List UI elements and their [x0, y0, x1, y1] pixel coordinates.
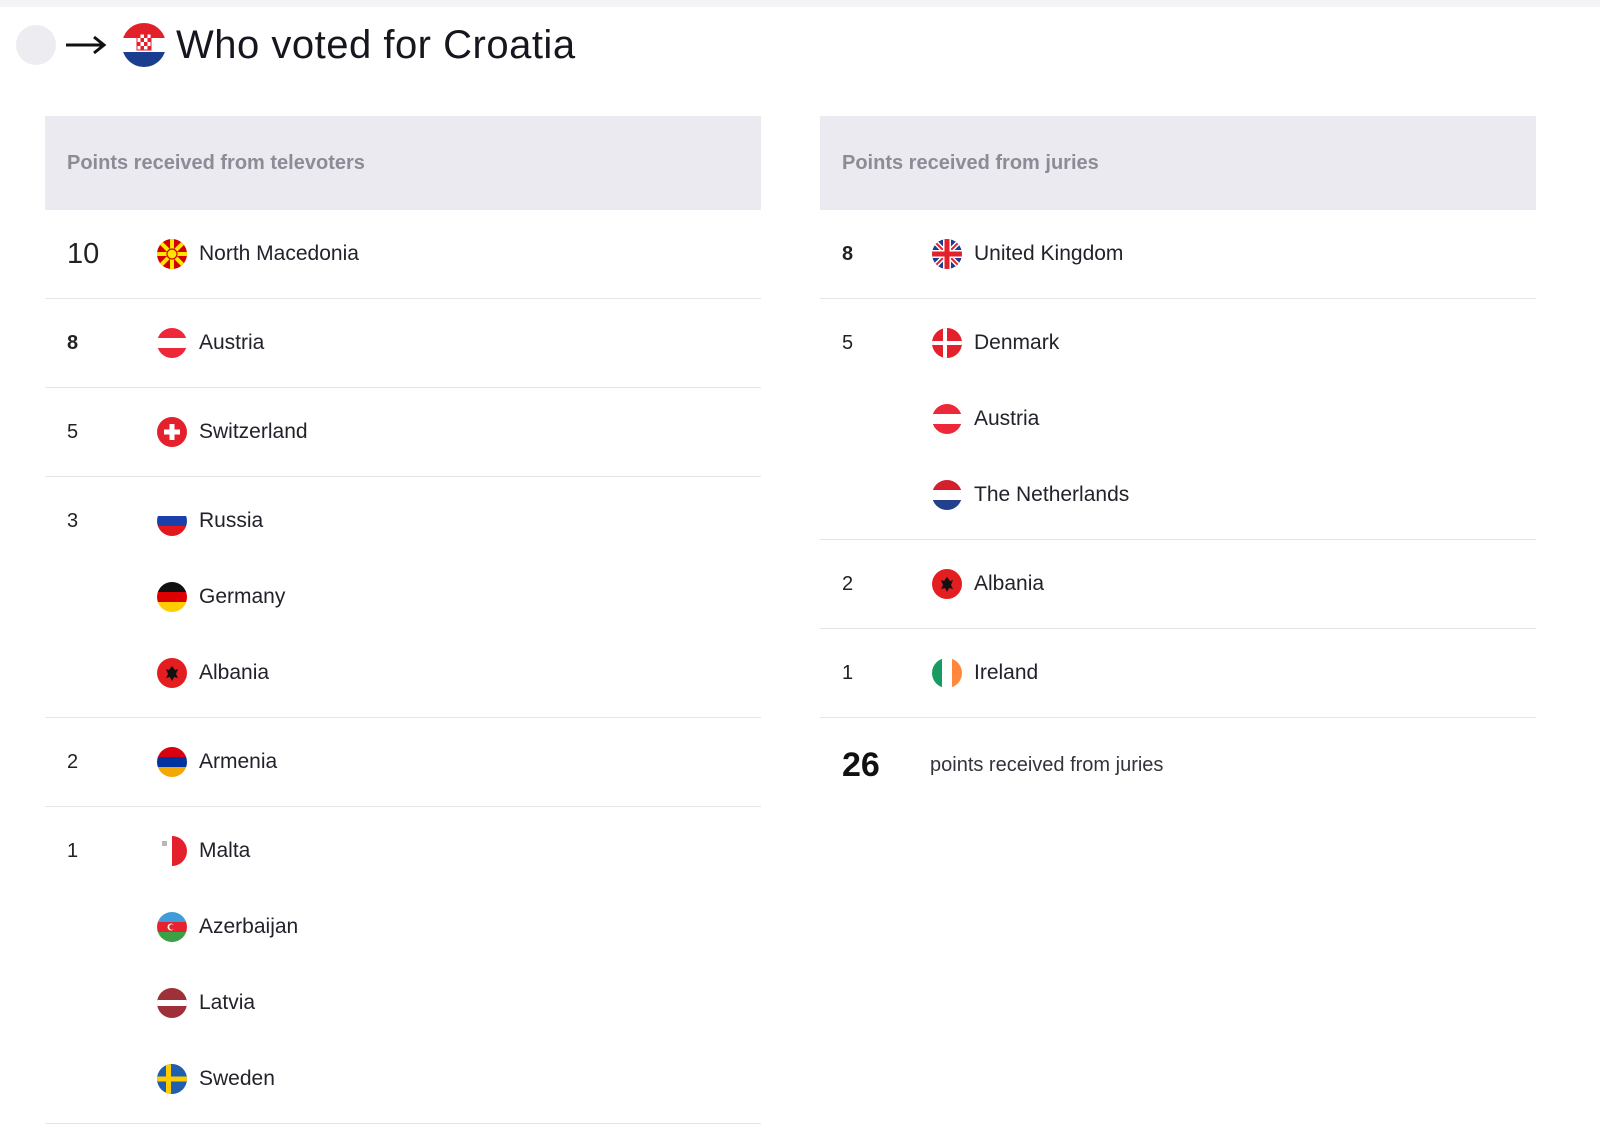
country-name: Latvia — [199, 991, 256, 1014]
country-row: 8 Austria — [45, 305, 761, 381]
country-row: Latvia — [45, 965, 761, 1041]
switzerland-flag-icon — [157, 417, 187, 447]
country-row: Albania — [45, 635, 761, 711]
page-header: Who voted for Croatia — [16, 20, 576, 70]
points-group: 5 Denmark Austria The Netherlands — [820, 299, 1536, 540]
country-name: Austria — [199, 331, 265, 354]
country-name: Armenia — [199, 750, 278, 773]
points-group: 2 Armenia — [45, 718, 761, 807]
points-value: 1 — [67, 839, 79, 862]
country-row: 5 Denmark — [820, 305, 1536, 381]
user-avatar[interactable] — [16, 25, 56, 65]
country-name: Switzerland — [199, 420, 308, 443]
points-group: 8 United Kingdom — [820, 210, 1536, 299]
country-name: Albania — [974, 572, 1045, 595]
top-bar — [0, 0, 1600, 7]
country-name: North Macedonia — [199, 242, 359, 265]
arrow-right-icon — [66, 35, 107, 55]
country-name: Albania — [199, 661, 270, 684]
country-row: 2 Armenia — [45, 724, 761, 800]
points-group: 1 Malta Azerbaijan Latvia Sweden — [45, 807, 761, 1124]
juries-total-points: 26 — [842, 745, 880, 784]
country-name: Malta — [199, 839, 251, 862]
north-macedonia-flag-icon — [157, 239, 187, 269]
points-value: 8 — [842, 242, 854, 265]
country-row: 8 United Kingdom — [820, 216, 1536, 292]
juries-panel: Points received from juries 8 United Kin… — [820, 116, 1536, 812]
points-value: 10 — [67, 237, 100, 270]
latvia-flag-icon — [157, 988, 187, 1018]
country-name: United Kingdom — [974, 242, 1124, 265]
televoters-list: 10 North Macedonia 8 Austria 5 Switzerland 3… — [45, 210, 761, 1124]
points-value: 5 — [67, 420, 79, 443]
country-row: 3 Russia — [45, 483, 761, 559]
juries-total-label: points received from juries — [930, 753, 1164, 776]
country-name: Azerbaijan — [199, 915, 299, 938]
country-row: Austria — [820, 381, 1536, 457]
points-value: 2 — [842, 572, 854, 595]
country-row: 5 Switzerland — [45, 394, 761, 470]
albania-flag-icon — [932, 569, 962, 599]
country-name: Russia — [199, 509, 264, 532]
malta-flag-icon — [157, 836, 187, 866]
points-group: 2 Albania — [820, 540, 1536, 629]
points-group: 1 Ireland — [820, 629, 1536, 718]
country-name: Denmark — [974, 331, 1060, 354]
points-group: 3 Russia Germany Albania — [45, 477, 761, 718]
points-group: 8 Austria — [45, 299, 761, 388]
country-row: 10 North Macedonia — [45, 216, 761, 292]
televoters-panel: Points received from televoters 10 North… — [45, 116, 761, 1124]
points-value: 1 — [842, 661, 854, 684]
country-row: Sweden — [45, 1041, 761, 1117]
country-row: The Netherlands — [820, 457, 1536, 533]
albania-flag-icon — [157, 658, 187, 688]
country-row: Azerbaijan — [45, 889, 761, 965]
page-title: Who voted for Croatia — [176, 23, 576, 67]
sweden-flag-icon — [157, 1064, 187, 1094]
armenia-flag-icon — [157, 747, 187, 777]
points-value: 2 — [67, 750, 79, 773]
denmark-flag-icon — [932, 328, 962, 358]
austria-flag-icon — [157, 328, 187, 358]
points-group: 10 North Macedonia — [45, 210, 761, 299]
televoters-heading: Points received from televoters — [45, 116, 761, 210]
juries-heading: Points received from juries — [820, 116, 1536, 210]
azerbaijan-flag-icon — [157, 912, 187, 942]
country-name: Austria — [974, 407, 1040, 430]
juries-total-row: 26 points received from juries — [820, 718, 1536, 812]
country-name: Sweden — [199, 1067, 275, 1090]
points-value: 5 — [842, 331, 854, 354]
netherlands-flag-icon — [932, 480, 962, 510]
points-value: 3 — [67, 509, 79, 532]
country-name: Germany — [199, 585, 286, 608]
ireland-flag-icon — [932, 658, 962, 688]
country-name: Ireland — [974, 661, 1039, 684]
united-kingdom-flag-icon — [932, 239, 962, 269]
country-row: 1 Malta — [45, 813, 761, 889]
country-row: Germany — [45, 559, 761, 635]
croatia-flag-icon — [122, 23, 166, 67]
austria-flag-icon — [932, 404, 962, 434]
points-group: 5 Switzerland — [45, 388, 761, 477]
russia-flag-icon — [157, 506, 187, 536]
germany-flag-icon — [157, 582, 187, 612]
points-value: 8 — [67, 331, 79, 354]
juries-list: 8 United Kingdom 5 Denmark Austria The Neth… — [820, 210, 1536, 718]
country-row: 1 Ireland — [820, 635, 1536, 711]
country-name: The Netherlands — [974, 483, 1130, 506]
country-row: 2 Albania — [820, 546, 1536, 622]
